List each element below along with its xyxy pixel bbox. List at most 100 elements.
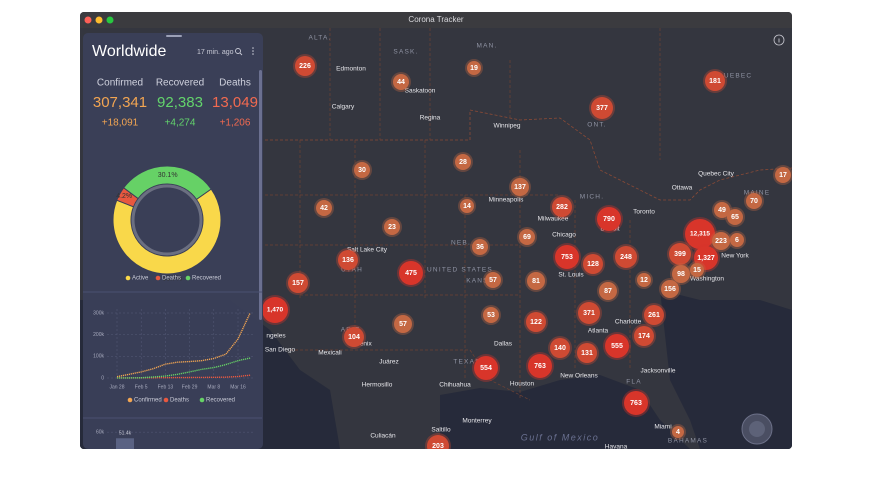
cluster-label: 1,327 <box>697 255 715 262</box>
cluster[interactable] <box>288 273 308 293</box>
place-label: St. Louis <box>558 272 584 279</box>
zoom-button[interactable] <box>106 16 114 24</box>
cluster[interactable] <box>685 219 715 249</box>
cluster[interactable] <box>344 327 364 347</box>
cluster-label: 98 <box>677 271 685 278</box>
place-label: Chihuahua <box>439 382 471 389</box>
place-label: Salt Lake City <box>347 247 388 254</box>
cluster[interactable] <box>528 354 552 378</box>
cluster[interactable] <box>552 197 572 217</box>
cluster[interactable] <box>712 232 730 250</box>
cluster[interactable] <box>384 219 400 235</box>
cluster[interactable] <box>615 246 637 268</box>
border-line <box>469 109 792 201</box>
cluster[interactable] <box>262 297 288 323</box>
donut-inner-ring <box>131 184 203 256</box>
cluster-label: 70 <box>750 198 758 205</box>
cluster[interactable] <box>455 154 471 170</box>
place-label: San Diego <box>265 347 296 354</box>
place-label: Chicago <box>552 232 576 239</box>
cluster[interactable] <box>393 74 409 90</box>
cluster[interactable] <box>597 207 621 231</box>
cluster[interactable] <box>394 315 412 333</box>
cluster[interactable] <box>690 263 704 277</box>
close-button[interactable] <box>84 16 92 24</box>
cluster-label: 122 <box>530 319 542 326</box>
donut-segment <box>122 165 212 201</box>
cluster-label: 763 <box>630 400 642 407</box>
cluster[interactable] <box>637 273 651 287</box>
cluster-label: 181 <box>709 78 721 85</box>
y-tick-label: 300k <box>93 310 104 316</box>
cluster[interactable] <box>746 193 762 209</box>
cluster[interactable] <box>338 250 358 270</box>
place-label: Gulf of Mexico <box>521 432 600 442</box>
minimize-button[interactable] <box>95 16 103 24</box>
place-label: Toronto <box>633 209 655 216</box>
cluster[interactable] <box>485 272 501 288</box>
x-tick-label: Feb 29 <box>182 384 198 390</box>
cluster[interactable] <box>634 326 654 346</box>
cluster[interactable] <box>591 97 613 119</box>
cluster[interactable] <box>550 338 570 358</box>
more-button[interactable] <box>252 47 254 55</box>
cluster[interactable] <box>467 61 481 75</box>
cluster[interactable] <box>730 233 744 247</box>
cluster[interactable] <box>474 356 498 380</box>
cluster[interactable] <box>555 245 579 269</box>
cluster[interactable] <box>705 71 725 91</box>
scrollbar[interactable] <box>259 70 262 320</box>
panel-title: Worldwide <box>92 43 167 60</box>
cluster[interactable] <box>775 167 791 183</box>
cluster-label: 69 <box>523 234 531 241</box>
legend-dot <box>125 275 131 281</box>
cluster[interactable] <box>605 334 629 358</box>
cluster[interactable] <box>672 426 684 438</box>
y-tick-label: 100k <box>93 354 104 360</box>
place-label: MICH. <box>580 194 604 201</box>
cluster[interactable] <box>624 391 648 415</box>
cluster[interactable] <box>577 343 597 363</box>
search-button[interactable] <box>235 48 241 54</box>
cluster[interactable] <box>316 200 332 216</box>
cluster[interactable] <box>727 209 743 225</box>
cluster-label: 57 <box>489 277 497 284</box>
place-label: QUEBEC <box>718 73 753 80</box>
cluster[interactable] <box>599 282 617 300</box>
window: ALTA. SASK. MAN. QUEBEC Edmonton Saskatoon Cal… <box>80 12 792 457</box>
cluster[interactable] <box>714 202 730 218</box>
donut-label: 4.2% <box>116 193 132 200</box>
place-label: Mexicali <box>318 350 341 357</box>
panel-bg <box>83 33 263 449</box>
cluster[interactable] <box>578 302 600 324</box>
cluster[interactable] <box>511 178 529 196</box>
legend-label: Recovered <box>206 398 235 404</box>
line-chart: 0 100k 200k 300k Jan 28 Feb 5 Feb 13 Feb 29 Mar … <box>93 309 255 404</box>
cluster-label: 140 <box>554 345 566 352</box>
cluster-label: 790 <box>603 216 615 223</box>
cluster[interactable] <box>672 265 690 283</box>
cluster-label: 157 <box>292 280 304 287</box>
y-tick-label: 0 <box>101 375 104 381</box>
drag-handle[interactable] <box>166 35 182 37</box>
cluster[interactable] <box>472 239 488 255</box>
cluster[interactable] <box>669 243 691 265</box>
cluster[interactable] <box>354 162 370 178</box>
cluster[interactable] <box>583 254 603 274</box>
cluster[interactable] <box>483 307 499 323</box>
cluster-label: 12,315 <box>690 231 710 238</box>
place-label: ALTA. <box>308 35 331 42</box>
cluster[interactable] <box>661 280 679 298</box>
place-label: Culiacán <box>370 433 396 440</box>
cluster[interactable] <box>399 261 423 285</box>
cluster[interactable] <box>526 312 546 332</box>
cluster[interactable] <box>460 199 474 213</box>
cluster[interactable] <box>427 435 449 457</box>
cluster[interactable] <box>527 272 545 290</box>
info-button[interactable] <box>773 34 785 46</box>
cluster-label: 763 <box>534 363 546 370</box>
cluster[interactable] <box>644 305 664 325</box>
cluster[interactable] <box>519 229 535 245</box>
place-label: Saltillo <box>431 427 451 434</box>
cluster[interactable] <box>295 56 315 76</box>
